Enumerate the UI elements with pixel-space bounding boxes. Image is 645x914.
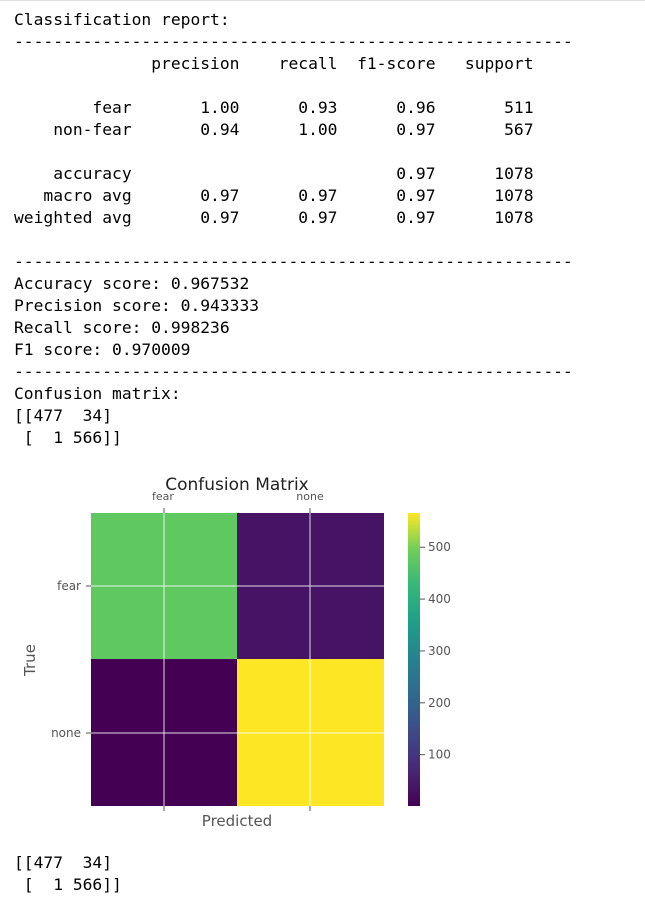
final-matrix-output: [[477 34] [ 1 566]] [14,853,122,894]
chart-title: Confusion Matrix [165,475,309,495]
y-axis-label: True [21,644,39,677]
y-tick-label-fear: fear [57,579,81,593]
x-tick-label-fear: fear [152,490,174,503]
cell-top-border [0,0,645,1]
classification-output: Classification report: -----------------… [14,10,573,447]
x-tick-label-none: none [296,490,324,503]
colorbar-tick-label: 100 [428,748,451,762]
grid-lines [91,513,384,806]
y-tick-label-none: none [51,726,81,740]
colorbar-tick-label: 300 [428,644,451,658]
colorbar-tick-label: 500 [428,540,451,554]
confusion-matrix-figure: Confusion Matrix fear none fear none Pre… [21,475,451,830]
colorbar-tick-label: 200 [428,696,451,710]
colorbar-ticks: 100 200 300 400 500 [420,540,451,762]
colorbar [408,513,420,806]
colorbar-tick-label: 400 [428,592,451,606]
x-axis-label: Predicted [202,812,272,830]
